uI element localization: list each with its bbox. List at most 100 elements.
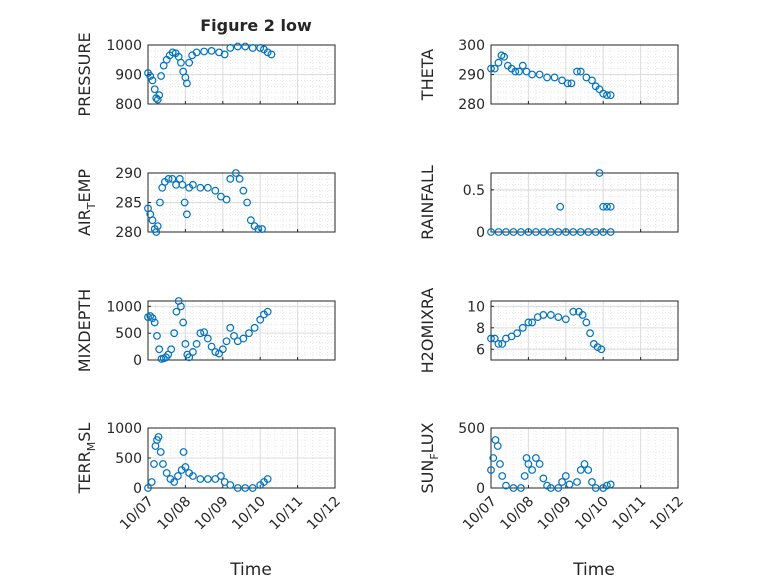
y-tick-label: 1000 [106, 421, 142, 437]
data-point [606, 202, 615, 211]
data-point [493, 442, 502, 450]
data-point [148, 216, 157, 225]
x-tick-label: 10/11 [267, 494, 307, 534]
data-point [502, 228, 510, 236]
data-point [494, 58, 503, 67]
x-tick-label: 10/10 [572, 494, 612, 534]
data-point [200, 328, 209, 337]
data-point [498, 340, 507, 348]
data-point [188, 348, 197, 356]
data-point [535, 460, 544, 468]
data-point [218, 345, 227, 354]
data-point [569, 228, 578, 236]
data-point [196, 475, 205, 483]
data-point [554, 484, 563, 492]
data-point [230, 331, 238, 340]
data-point [556, 202, 565, 211]
data-point [182, 79, 191, 88]
data-point [524, 318, 533, 327]
x-tick-label: 10/10 [229, 494, 269, 534]
data-point [233, 484, 242, 492]
data-point [576, 228, 585, 236]
y-axis-label: TERRMSL [75, 423, 98, 495]
data-point [576, 466, 585, 474]
data-point [539, 228, 548, 236]
y-tick-label: 0 [133, 481, 142, 497]
data-point [563, 79, 572, 88]
data-point [226, 44, 235, 52]
data-point [591, 484, 600, 492]
y-axis-label: H2OMIXRA [418, 288, 437, 374]
data-point [239, 334, 248, 343]
data-point [569, 307, 578, 316]
y-axis-label: AIRTEMP [75, 169, 98, 236]
data-point [528, 70, 537, 79]
data-point [256, 315, 265, 324]
data-point [181, 340, 190, 348]
y-tick-label: 500 [458, 421, 485, 437]
data-point [565, 480, 574, 489]
x-tick-label: 10/07 [117, 494, 157, 534]
data-point [239, 186, 248, 195]
data-point [561, 315, 570, 324]
data-point [561, 228, 570, 236]
y-axis-label: PRESSURE [75, 32, 94, 116]
data-point [178, 180, 187, 189]
data-point [258, 225, 266, 233]
y-tick-label: 1000 [106, 299, 142, 315]
x-tick-label: 10/09 [192, 494, 232, 534]
data-point [263, 48, 272, 57]
data-point [595, 85, 604, 94]
data-point [196, 183, 205, 192]
data-point [487, 228, 495, 236]
data-point [188, 180, 197, 189]
data-point [588, 478, 596, 486]
data-point [248, 44, 257, 52]
data-point [546, 228, 555, 236]
y-tick-label: 500 [115, 451, 142, 467]
data-point [172, 307, 181, 316]
data-point [177, 58, 185, 67]
data-point [500, 52, 508, 61]
data-point [233, 42, 242, 51]
data-point [148, 76, 157, 85]
data-point [162, 469, 171, 477]
x-tick-label: 10/09 [535, 494, 575, 534]
data-point [561, 472, 570, 480]
data-point [498, 472, 507, 480]
data-point [550, 73, 559, 82]
data-point [490, 334, 499, 343]
data-point [520, 472, 529, 480]
data-point [153, 331, 161, 340]
data-point [180, 198, 189, 207]
data-point [155, 91, 164, 100]
data-point [196, 329, 205, 338]
x-tick-label: 10/07 [460, 494, 500, 534]
y-tick-label: 0 [476, 225, 485, 241]
data-point [528, 466, 537, 474]
data-point [150, 85, 159, 94]
subplot-4: 0 0.5 RAINFALL [418, 165, 679, 241]
data-point [263, 307, 272, 316]
data-point [554, 228, 563, 236]
data-point [256, 44, 265, 52]
data-point [595, 169, 604, 177]
data-point [156, 198, 164, 207]
data-point [494, 340, 503, 348]
data-point [154, 433, 163, 441]
data-point [494, 228, 503, 236]
subplot-3: 280 285 290 AIRTEMP [75, 166, 336, 241]
data-point [177, 302, 185, 311]
data-point [157, 72, 165, 80]
data-point [576, 67, 585, 76]
data-point [248, 484, 257, 492]
y-tick-label: 0.5 [463, 183, 485, 199]
data-point [490, 64, 499, 73]
data-point [528, 318, 537, 327]
data-point [147, 478, 156, 486]
data-point [155, 345, 164, 354]
data-point [267, 50, 276, 59]
data-point [517, 228, 525, 236]
data-point [597, 345, 606, 354]
